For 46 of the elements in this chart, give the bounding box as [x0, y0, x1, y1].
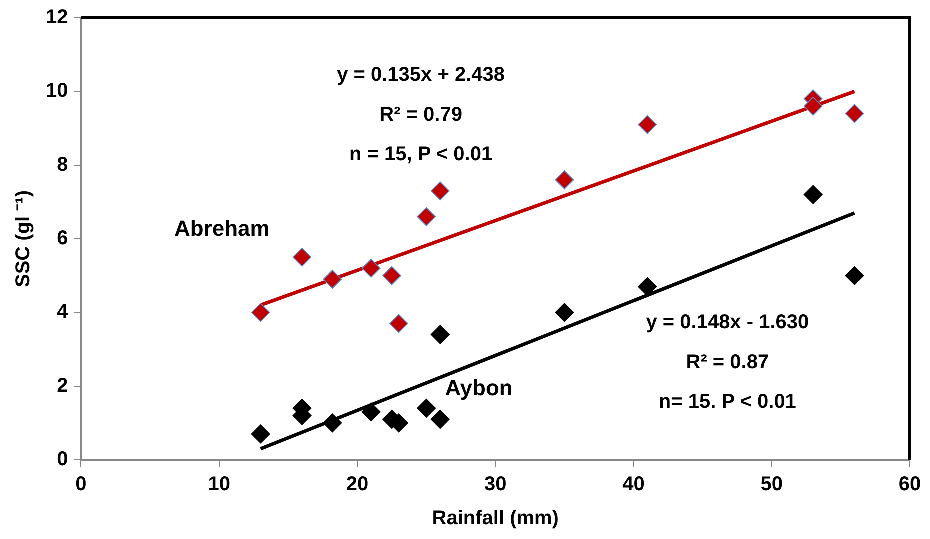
y-axis-title: SSC (gl ⁻¹)	[12, 190, 35, 288]
series-label: Abreham	[174, 216, 270, 242]
point	[555, 303, 574, 322]
point	[555, 170, 574, 190]
point	[804, 185, 823, 204]
point	[638, 115, 658, 134]
x-tick-label: 30	[484, 474, 507, 496]
series-label: Aybon	[445, 375, 513, 400]
point	[292, 248, 312, 267]
point	[251, 303, 270, 322]
point	[430, 182, 450, 201]
annotation: y = 0.148x - 1.630	[646, 311, 810, 334]
point	[845, 266, 864, 286]
point	[323, 270, 342, 290]
annotation: R² = 0.87	[686, 351, 770, 374]
point	[417, 398, 436, 418]
annotation: n= 15. P < 0.01	[658, 391, 796, 414]
point	[251, 424, 270, 444]
x-tick-label: 20	[346, 474, 369, 496]
point	[382, 266, 402, 286]
x-tick-label: 10	[208, 474, 230, 496]
x-axis-title: Rainfall (mm)	[432, 508, 559, 530]
y-tick-label: 4	[57, 301, 70, 324]
point	[389, 314, 408, 334]
point	[430, 410, 450, 429]
point	[417, 207, 436, 226]
point	[804, 96, 823, 116]
point	[362, 258, 381, 278]
x-tick-label: 40	[622, 474, 645, 496]
x-tick-label: 0	[76, 474, 87, 496]
point	[845, 104, 864, 124]
annotation: n = 15, P < 0.01	[349, 144, 493, 166]
point	[362, 402, 381, 422]
y-tick-label: 6	[57, 228, 68, 250]
point	[323, 414, 342, 433]
point	[430, 325, 450, 344]
annotation: y = 0.135x + 2.438	[337, 64, 506, 86]
y-tick-label: 0	[57, 448, 68, 471]
x-tick-label: 60	[898, 474, 922, 496]
x-tick-label: 50	[760, 474, 783, 496]
y-tick-label: 2	[57, 374, 68, 397]
y-tick-label: 12	[46, 6, 68, 29]
point	[638, 277, 658, 296]
y-tick-label: 8	[57, 154, 68, 176]
y-tick-label: 10	[46, 80, 68, 102]
annotation: R² = 0.79	[380, 104, 462, 126]
